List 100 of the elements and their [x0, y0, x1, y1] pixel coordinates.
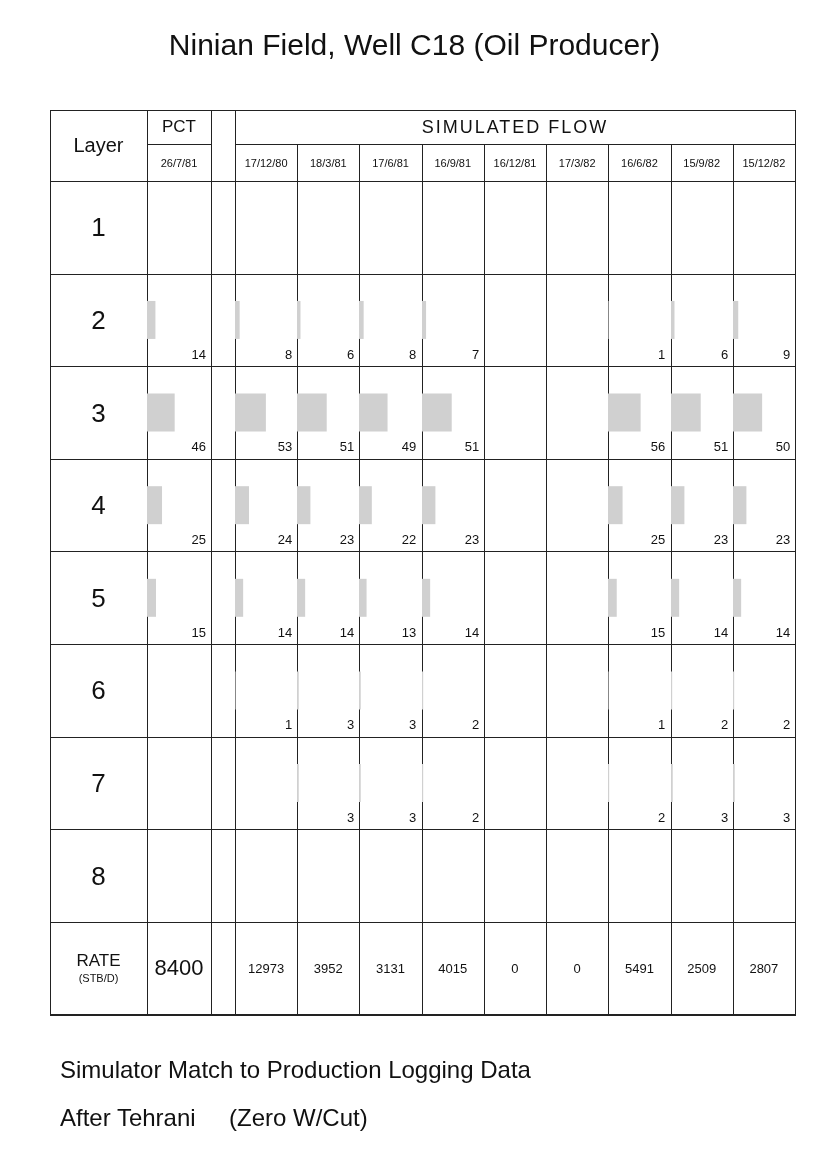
data-label: 14 [339, 624, 355, 640]
data-label: 13 [402, 624, 417, 640]
data-label: 3 [347, 717, 355, 733]
text: PCT [161, 116, 197, 138]
text: 3952 [312, 959, 344, 978]
y-axis-title: Layer [72, 133, 125, 158]
bar [732, 578, 741, 617]
bar [235, 486, 249, 525]
data-label: 2 [658, 809, 666, 825]
y-tick-label: 6 [91, 675, 106, 706]
data-label: 6 [720, 346, 728, 362]
data-label: 23 [339, 531, 355, 547]
data-label: 24 [277, 531, 293, 547]
data-label: 6 [347, 346, 355, 362]
y-tick-label: 5 [91, 582, 106, 613]
text: Ninian Field, Well C18 (Oil Producer) [167, 27, 662, 63]
text: 17/3/82 [557, 155, 597, 171]
bar [732, 300, 739, 339]
chart-subtitle: 18/3/81 [308, 155, 348, 171]
data-label: 50 [775, 439, 790, 455]
data-label: 23 [775, 531, 790, 547]
bar [608, 393, 641, 432]
data-label: 51 [713, 439, 728, 455]
data-label: 15 [191, 624, 206, 640]
data-label: 3 [409, 717, 417, 733]
bar [670, 486, 684, 525]
bar [359, 486, 373, 525]
bar [670, 393, 701, 432]
data-label: 51 [464, 439, 479, 455]
text: 16/12/81 [492, 155, 538, 171]
text: 8400 [153, 954, 205, 983]
bar [421, 393, 452, 432]
data-label: 1 [658, 717, 666, 733]
data-label: 14 [277, 624, 293, 640]
text: RATE [75, 949, 122, 972]
chart-subtitle: 15/9/82 [682, 155, 721, 171]
bar [608, 578, 618, 617]
y-tick-label: 4 [91, 490, 106, 521]
y-tick-label: 1 [91, 212, 106, 243]
text: 5491 [623, 959, 655, 978]
data-label: 22 [402, 531, 417, 547]
data-label: 8 [409, 346, 417, 362]
text: 0 [510, 959, 520, 978]
bar [147, 486, 163, 525]
data-label: 23 [713, 531, 728, 547]
bar [147, 578, 157, 617]
data-label: 1 [658, 346, 666, 362]
data-label: 25 [651, 531, 666, 547]
bar [670, 578, 679, 617]
text: 4015 [437, 959, 469, 978]
text: 12973 [247, 959, 286, 978]
data-label: 14 [464, 624, 479, 640]
data-label: 46 [191, 439, 206, 455]
data-label: 2 [720, 717, 728, 733]
data-label: 14 [191, 346, 206, 362]
text: After Tehrani (Zero W/Cut) [60, 1103, 369, 1133]
text: 2509 [686, 959, 718, 978]
data-label: 8 [284, 346, 293, 362]
bar [421, 486, 436, 525]
data-label: 3 [409, 809, 417, 825]
data-label: 25 [191, 531, 206, 547]
chart-subtitle: 17/12/80 [243, 155, 289, 171]
bar [359, 300, 365, 339]
data-label: 3 [720, 809, 728, 825]
text: Simulator Match to Production Logging Data [60, 1055, 532, 1085]
bar [732, 486, 747, 525]
text: 2807 [748, 959, 780, 978]
bar [297, 393, 327, 432]
data-label: 51 [339, 439, 355, 455]
bar [732, 393, 762, 432]
y-tick-label: 8 [91, 860, 106, 891]
y-tick-label: 3 [91, 397, 106, 428]
data-label: 15 [651, 624, 666, 640]
bar [421, 578, 430, 617]
data-label: 14 [775, 624, 790, 640]
bar [608, 486, 623, 525]
text: 3131 [375, 959, 406, 978]
data-label: 7 [471, 346, 479, 362]
data-label: 3 [782, 809, 790, 825]
data-label: 23 [464, 531, 479, 547]
data-label: 2 [471, 809, 479, 825]
data-label: 2 [471, 717, 479, 733]
data-label: 2 [782, 717, 790, 733]
text: SIMULATED FLOW [420, 115, 610, 139]
chart-subtitle: 17/6/81 [371, 155, 410, 171]
data-label: 49 [402, 439, 417, 455]
y-tick-label: 2 [91, 304, 106, 335]
text: 0 [572, 959, 582, 978]
bar [235, 393, 266, 432]
chart-subtitle: 15/12/82 [741, 155, 787, 171]
bar [359, 578, 368, 617]
data-label: 3 [347, 809, 355, 825]
bar [359, 393, 388, 432]
bar [297, 578, 306, 617]
data-label: 56 [651, 439, 666, 455]
bar [297, 486, 311, 525]
bar [147, 300, 156, 339]
chart-subtitle: 26/7/81 [159, 155, 199, 171]
bar [235, 300, 240, 339]
bar [421, 300, 426, 339]
